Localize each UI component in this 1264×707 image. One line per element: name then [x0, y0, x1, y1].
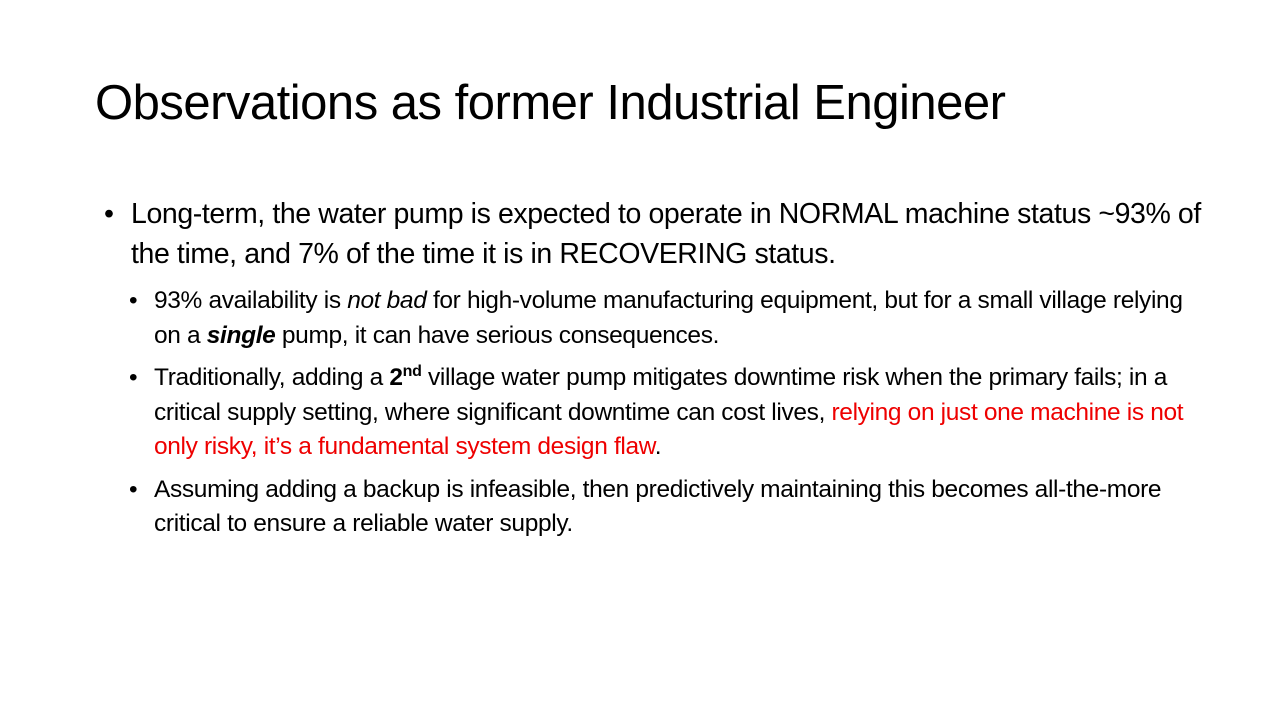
- ordinal-number: 2: [389, 364, 403, 391]
- bullet-icon: •: [129, 287, 138, 314]
- slide-body: • Long-term, the water pump is expected …: [104, 194, 1214, 550]
- slide-title: Observations as former Industrial Engine…: [95, 76, 1006, 130]
- bullet-icon: •: [104, 198, 114, 230]
- sub-bullet-text-part: pump, it can have serious consequences.: [275, 321, 720, 349]
- sub-bullet-text: Assuming adding a backup is infeasible, …: [154, 475, 1162, 538]
- sub-bullet-text-part: .: [654, 433, 662, 460]
- bullet-point-long-term: • Long-term, the water pump is expected …: [104, 194, 1214, 274]
- highlighted-text: relying on just one machine is not only …: [154, 398, 1184, 461]
- sub-bullet-text-part: for high-volume manufacturing equipment,…: [154, 287, 1183, 349]
- ordinal-suffix: nd: [402, 363, 422, 380]
- bullet-icon: •: [129, 475, 138, 503]
- sub-bullet-availability: • 93% availability is not bad for high-v…: [129, 284, 1214, 353]
- sub-bullet-list: • 93% availability is not bad for high-v…: [104, 284, 1214, 542]
- sub-bullet-second-pump: • Traditionally, adding a 2nd village wa…: [129, 361, 1214, 465]
- sub-bullet-text-part: 93% availability is: [154, 287, 348, 314]
- strong-emphasis-text: single: [206, 321, 276, 349]
- sub-bullet-text-part: Traditionally, adding a: [154, 364, 390, 391]
- bullet-icon: •: [129, 364, 138, 391]
- emphasis-text: not bad: [347, 287, 427, 314]
- sub-bullet-backup: • Assuming adding a backup is infeasible…: [129, 473, 1214, 542]
- sub-bullet-text-part: village water pump mitigates downtime ri…: [154, 364, 1168, 426]
- bullet-text: Long-term, the water pump is expected to…: [131, 198, 1201, 270]
